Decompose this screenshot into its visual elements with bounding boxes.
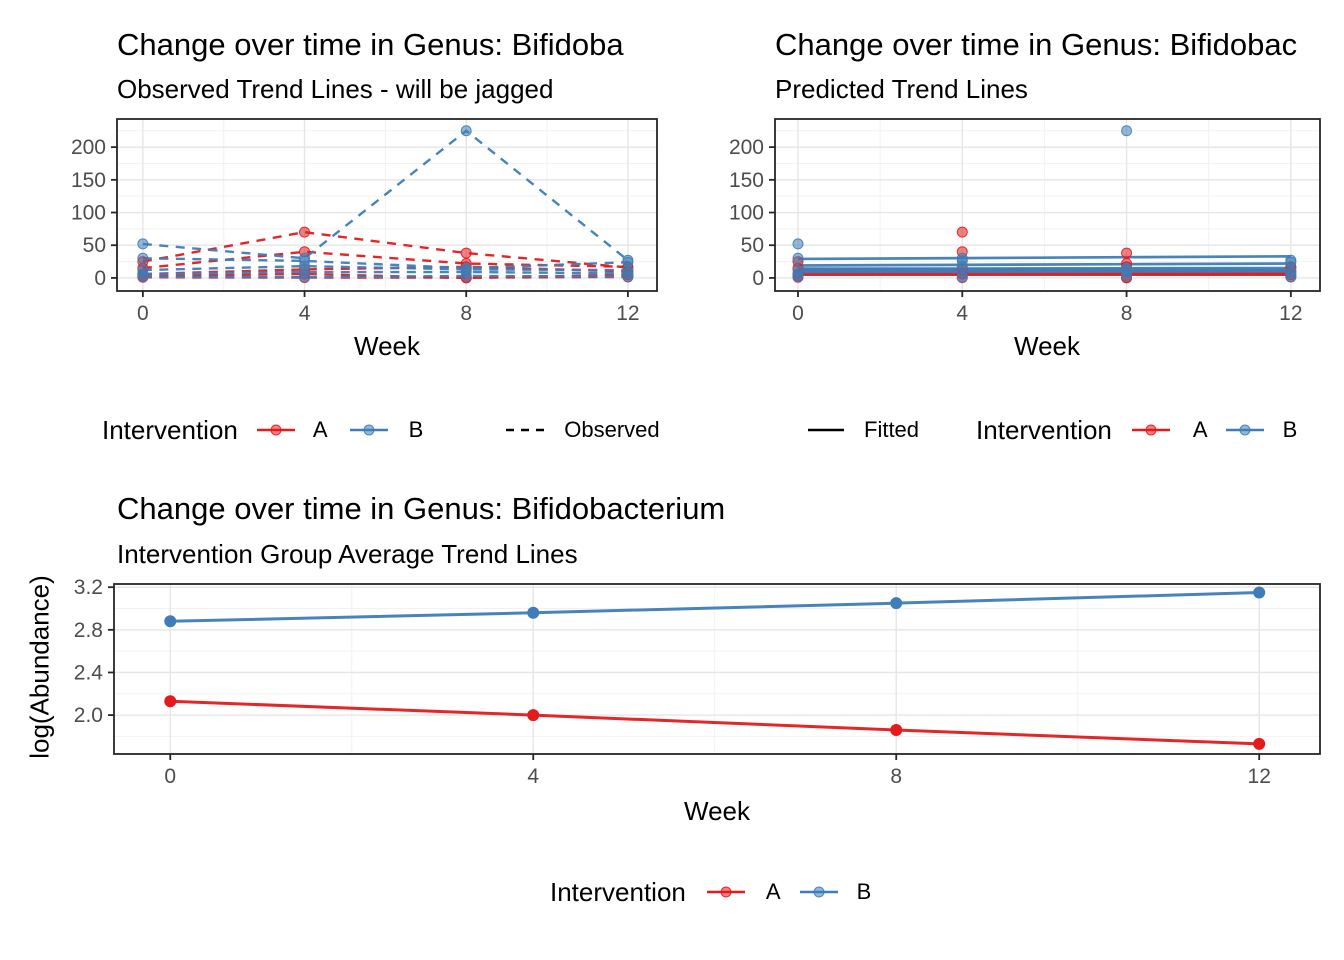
average-x-axis-title: Week <box>684 796 750 826</box>
predicted-chart-title: Change over time in Genus: Bifidobac <box>775 27 1298 62</box>
svg-text:12: 12 <box>1248 765 1271 788</box>
svg-text:50: 50 <box>741 234 764 257</box>
legend-key-a-icon <box>1131 424 1170 436</box>
svg-text:0: 0 <box>94 267 106 290</box>
svg-text:0: 0 <box>752 267 764 290</box>
legend-key-dashed-icon <box>506 428 547 432</box>
observed-legend-linetype-label: Observed <box>564 417 660 442</box>
svg-text:8: 8 <box>890 765 902 788</box>
predicted-legend-label-b: B <box>1282 417 1298 442</box>
legend-key-b-icon <box>1225 424 1264 436</box>
observed-chart-title: Change over time in Genus: Bifidoba <box>117 27 624 62</box>
svg-text:200: 200 <box>71 136 106 159</box>
svg-text:100: 100 <box>729 202 764 225</box>
observed-x-axis-title: Week <box>354 331 420 361</box>
svg-text:200: 200 <box>729 136 764 159</box>
predicted-legend-linetype-label: Fitted <box>864 417 920 442</box>
legend-key-a-icon <box>706 886 745 898</box>
average-legend-label-a: A <box>765 879 781 904</box>
predicted-chart-subtitle: Predicted Trend Lines <box>775 74 1028 104</box>
predicted-legend-title: Intervention <box>976 414 1112 445</box>
svg-text:2.0: 2.0 <box>74 704 103 727</box>
svg-text:0: 0 <box>164 765 176 788</box>
legend-key-b-icon <box>799 886 838 898</box>
svg-text:0: 0 <box>137 302 149 325</box>
svg-text:50: 50 <box>83 234 106 257</box>
observed-legend: Intervention A B Observed <box>102 413 660 447</box>
average-legend-title: Intervention <box>550 876 686 907</box>
observed-chart-subtitle: Observed Trend Lines - will be jagged <box>117 74 554 104</box>
svg-text:12: 12 <box>616 302 639 325</box>
observed-legend-label-a: A <box>312 417 328 442</box>
predicted-legend: Fitted Intervention A B <box>807 413 1297 447</box>
svg-text:100: 100 <box>71 202 106 225</box>
svg-text:150: 150 <box>729 169 764 192</box>
average-legend: Intervention A B <box>550 875 871 909</box>
average-chart-title: Change over time in Genus: Bifidobacteri… <box>117 491 726 526</box>
legend-key-solid-icon <box>808 428 844 432</box>
svg-text:0: 0 <box>792 302 804 325</box>
svg-text:4: 4 <box>527 765 539 788</box>
svg-text:150: 150 <box>71 169 106 192</box>
average-y-axis-title: log(Abundance) <box>24 575 55 759</box>
predicted-x-axis-title: Week <box>1014 331 1080 361</box>
svg-text:4: 4 <box>299 302 311 325</box>
legend-key-b-icon <box>349 424 388 436</box>
average-chart-subtitle: Intervention Group Average Trend Lines <box>117 539 578 569</box>
svg-text:12: 12 <box>1279 302 1302 325</box>
svg-text:4: 4 <box>956 302 968 325</box>
observed-legend-title: Intervention <box>102 414 238 445</box>
legend-key-a-icon <box>256 424 295 436</box>
svg-text:8: 8 <box>460 302 472 325</box>
svg-text:3.2: 3.2 <box>74 576 103 599</box>
svg-text:2.8: 2.8 <box>74 619 103 642</box>
average-legend-label-b: B <box>856 879 872 904</box>
observed-legend-label-b: B <box>408 417 424 442</box>
svg-text:2.4: 2.4 <box>74 661 104 684</box>
predicted-legend-label-a: A <box>1192 417 1208 442</box>
svg-text:8: 8 <box>1121 302 1133 325</box>
